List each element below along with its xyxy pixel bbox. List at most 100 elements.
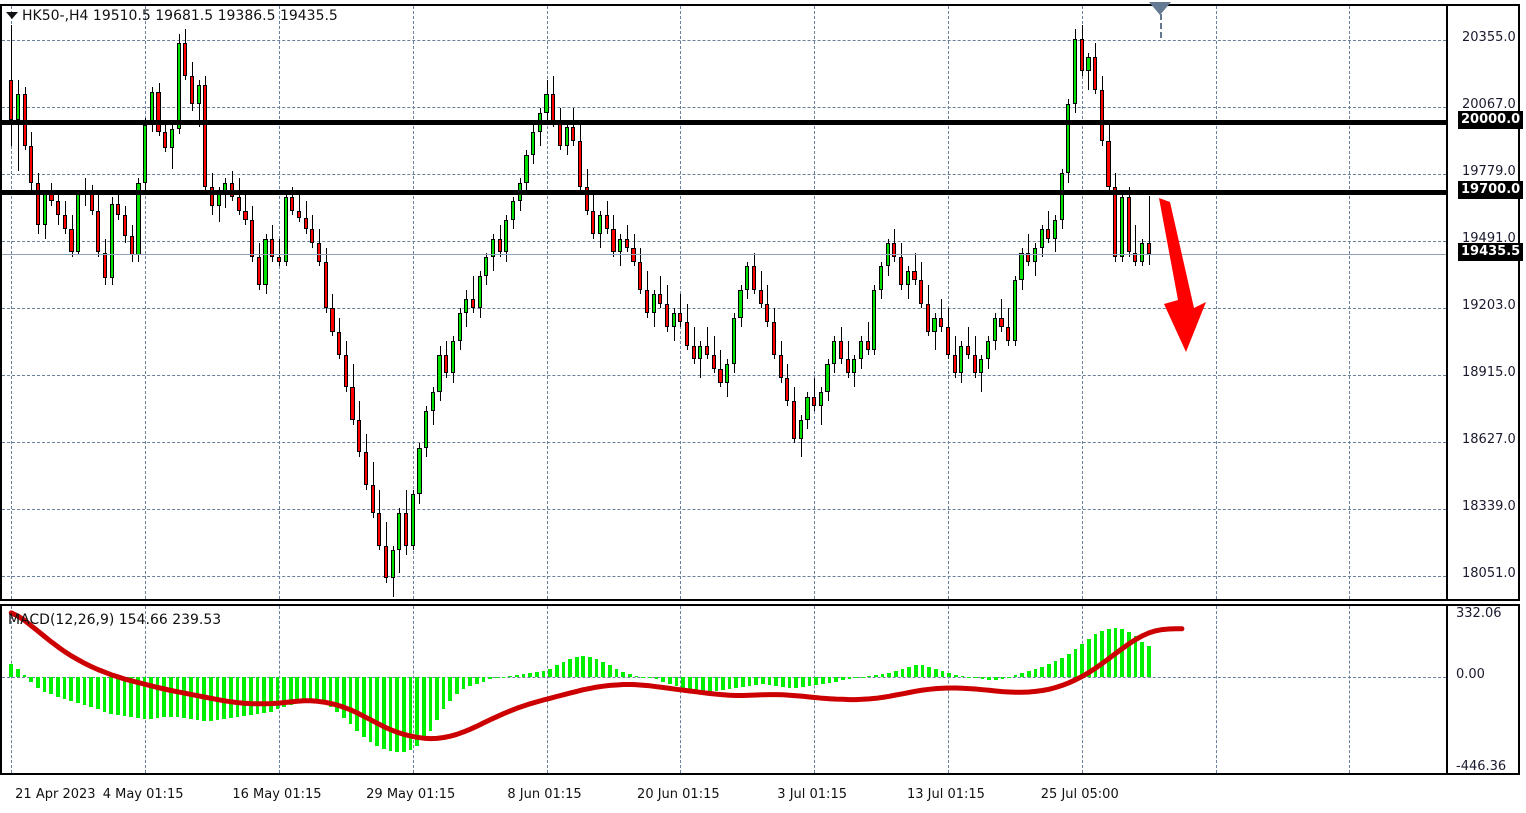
macd-histogram-bar (987, 677, 991, 681)
gridline-horizontal (2, 240, 1446, 242)
macd-histogram-bar (295, 677, 300, 703)
macd-histogram-bar (335, 677, 340, 712)
candle-body-bearish (350, 387, 355, 420)
candle-wick (941, 299, 942, 332)
macd-histogram-bar (814, 677, 818, 685)
candle-body-bearish (163, 131, 168, 148)
candle-body-bullish (437, 354, 442, 393)
candle-body-bullish (1086, 57, 1091, 72)
candle-body-bearish (611, 229, 616, 253)
horizontal-level-line[interactable] (2, 190, 1446, 196)
candle-body-bearish (363, 452, 368, 486)
macd-histogram-bar (754, 677, 759, 685)
macd-histogram-bar (275, 677, 280, 710)
macd-histogram-bar (860, 677, 865, 679)
candle-wick (1028, 233, 1029, 267)
candle-body-bearish (1099, 89, 1104, 141)
macd-histogram-bar (594, 659, 599, 678)
macd-histogram-bar (734, 677, 739, 688)
candle-body-bearish (317, 243, 322, 262)
price-chart-panel[interactable] (0, 4, 1520, 601)
candle-body-bearish (1106, 140, 1111, 188)
gridline-vertical (11, 606, 13, 773)
macd-histogram-bar (455, 677, 459, 695)
gridline-horizontal (2, 106, 1446, 108)
macd-plot-area[interactable] (2, 606, 1518, 773)
down-triangle-marker-icon[interactable] (1149, 2, 1171, 16)
macd-histogram-bar (840, 677, 845, 681)
macd-histogram-bar (654, 677, 659, 680)
candle-body-bullish (15, 94, 21, 120)
price-axis-tick-label: 18339.0 (1462, 498, 1516, 514)
candle-body-bearish (183, 43, 188, 76)
candle-body-bearish (591, 210, 596, 234)
gridline-horizontal (2, 173, 1446, 175)
horizontal-level-line[interactable] (2, 120, 1446, 126)
candle-wick (935, 312, 936, 351)
gridline-vertical (546, 606, 548, 773)
candle-body-bearish (1093, 57, 1098, 90)
macd-histogram-bar (135, 677, 140, 718)
macd-histogram-bar (122, 677, 127, 716)
candle-body-bearish (658, 294, 663, 304)
time-axis-tick-label: 3 Jul 01:15 (777, 787, 847, 802)
collapse-caret-icon[interactable] (6, 12, 18, 19)
candle-body-bullish (464, 299, 469, 313)
macd-histogram-bar (129, 677, 133, 717)
candle-wick (1149, 196, 1150, 265)
gridline-vertical (814, 6, 816, 599)
price-axis-tick-label: 20067.0 (1462, 96, 1516, 112)
price-plot-area[interactable] (2, 6, 1518, 599)
candle-body-bullish (531, 131, 536, 155)
candle-wick (868, 322, 869, 355)
candle-body-bullish (263, 238, 268, 286)
candle-body-bearish (1126, 196, 1131, 253)
candle-body-bearish (209, 187, 215, 206)
macd-histogram-bar (1007, 677, 1011, 679)
time-axis-tick-label: 25 Jul 05:00 (1040, 787, 1119, 802)
candle-body-bearish (1079, 38, 1084, 72)
macd-histogram-bar (415, 677, 419, 746)
price-scale-separator (1446, 606, 1448, 773)
macd-histogram-bar (667, 677, 672, 684)
gridline-vertical (412, 606, 414, 773)
candle-body-bearish (624, 238, 629, 248)
candle-body-bearish (290, 196, 295, 211)
candle-wick (1088, 52, 1089, 90)
candle-wick (968, 326, 969, 360)
macd-histogram-bar (342, 677, 346, 718)
candle-body-bullish (597, 215, 603, 234)
macd-histogram-bar (914, 665, 918, 678)
macd-histogram-bar (169, 677, 173, 717)
gridline-vertical (1081, 606, 1083, 773)
down-arrow-annotation[interactable] (1140, 190, 1220, 360)
candle-body-bullish (390, 550, 395, 579)
candle-body-bullish (76, 194, 81, 253)
candle-body-bullish (725, 364, 730, 383)
macd-histogram-bar (421, 677, 426, 740)
candle-body-bullish (1039, 229, 1044, 248)
macd-histogram-bar (1033, 668, 1038, 678)
macd-signal-line (8, 610, 1185, 742)
macd-histogram-bar (1000, 677, 1005, 680)
macd-histogram-bar (175, 677, 180, 717)
price-axis-tick-label: 19203.0 (1462, 297, 1516, 313)
macd-histogram-bar (854, 677, 858, 679)
candle-body-bearish (343, 354, 348, 388)
candle-body-bearish (370, 485, 375, 513)
level-price-tag: 20000.0 (1458, 111, 1524, 130)
macd-histogram-bar (1027, 670, 1031, 678)
macd-histogram-bar (1146, 646, 1151, 678)
chart-symbol-ohlc-label: HK50-,H4 19510.5 19681.5 19386.5 19435.5 (22, 8, 338, 24)
macd-histogram-bar (1093, 634, 1098, 678)
macd-histogram-bar (628, 674, 632, 678)
candle-body-bearish (189, 75, 195, 104)
macd-histogram-bar (601, 662, 606, 678)
macd-histogram-bar (461, 677, 466, 690)
gridline-horizontal (2, 39, 1446, 41)
macd-histogram-bar (534, 671, 539, 678)
candle-body-bullish (1066, 103, 1071, 174)
macd-histogram-bar (953, 675, 958, 678)
macd-histogram-bar (774, 677, 779, 686)
macd-indicator-panel[interactable]: MACD(12,26,9) 154.66 239.53 (0, 604, 1520, 775)
